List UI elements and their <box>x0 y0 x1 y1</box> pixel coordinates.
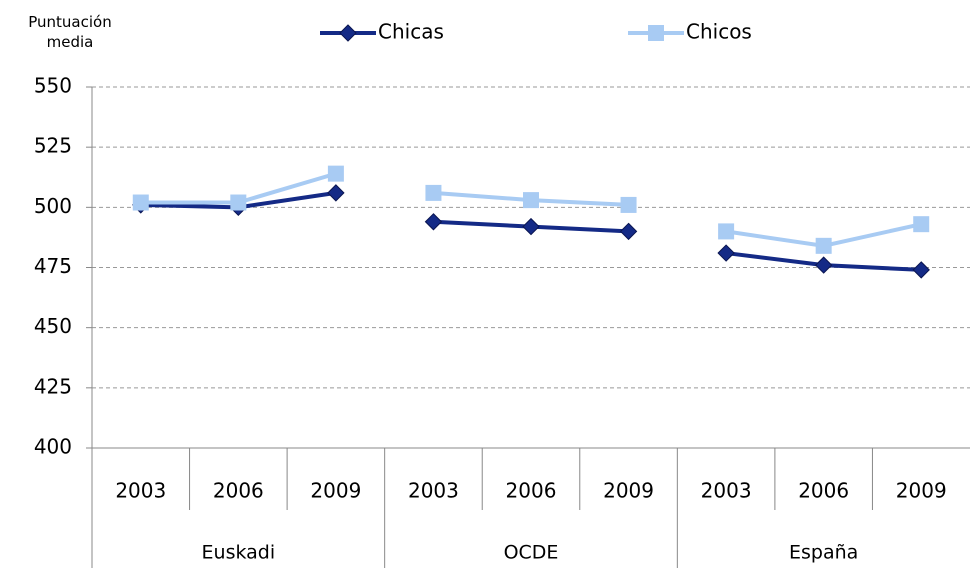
group-label: España <box>789 542 858 564</box>
data-point <box>619 222 638 241</box>
data-point <box>717 244 735 262</box>
x-tick-label: 2006 <box>213 479 264 503</box>
data-point <box>815 237 832 254</box>
group-label: OCDE <box>504 542 559 564</box>
data-point <box>912 261 930 279</box>
y-axis-label: Puntuación media <box>28 13 112 51</box>
x-tick-label: 2009 <box>896 479 947 503</box>
legend-label: Chicos <box>686 20 752 44</box>
x-tick-label: 2006 <box>506 479 557 503</box>
y-tick-label: 425 <box>34 374 72 398</box>
legend-marker <box>648 25 664 41</box>
x-tick-label: 2009 <box>603 479 654 503</box>
y-tick-label: 475 <box>34 254 72 278</box>
data-point <box>814 256 833 274</box>
x-tick-label: 2009 <box>310 479 361 503</box>
y-tick-label: 525 <box>34 134 72 158</box>
legend-label: Chicas <box>378 20 444 44</box>
data-point <box>718 223 735 240</box>
data-point <box>327 184 345 202</box>
y-tick-label: 550 <box>34 74 72 98</box>
y-tick-label: 400 <box>34 435 72 459</box>
y-tick-label: 500 <box>34 194 72 218</box>
data-point <box>522 217 540 236</box>
x-tick-label: 2006 <box>798 479 849 503</box>
data-point <box>913 216 930 233</box>
legend-marker <box>339 24 357 42</box>
data-point <box>230 194 247 211</box>
x-tick-label: 2003 <box>408 479 459 503</box>
data-point <box>424 213 443 231</box>
data-point <box>523 192 539 209</box>
data-point <box>425 184 442 201</box>
data-point <box>327 165 344 182</box>
y-tick-label: 450 <box>34 314 72 338</box>
x-tick-label: 2003 <box>115 479 166 503</box>
data-point <box>132 194 149 211</box>
group-label: Euskadi <box>202 542 276 564</box>
x-tick-label: 2003 <box>701 479 752 503</box>
data-point <box>620 196 637 213</box>
